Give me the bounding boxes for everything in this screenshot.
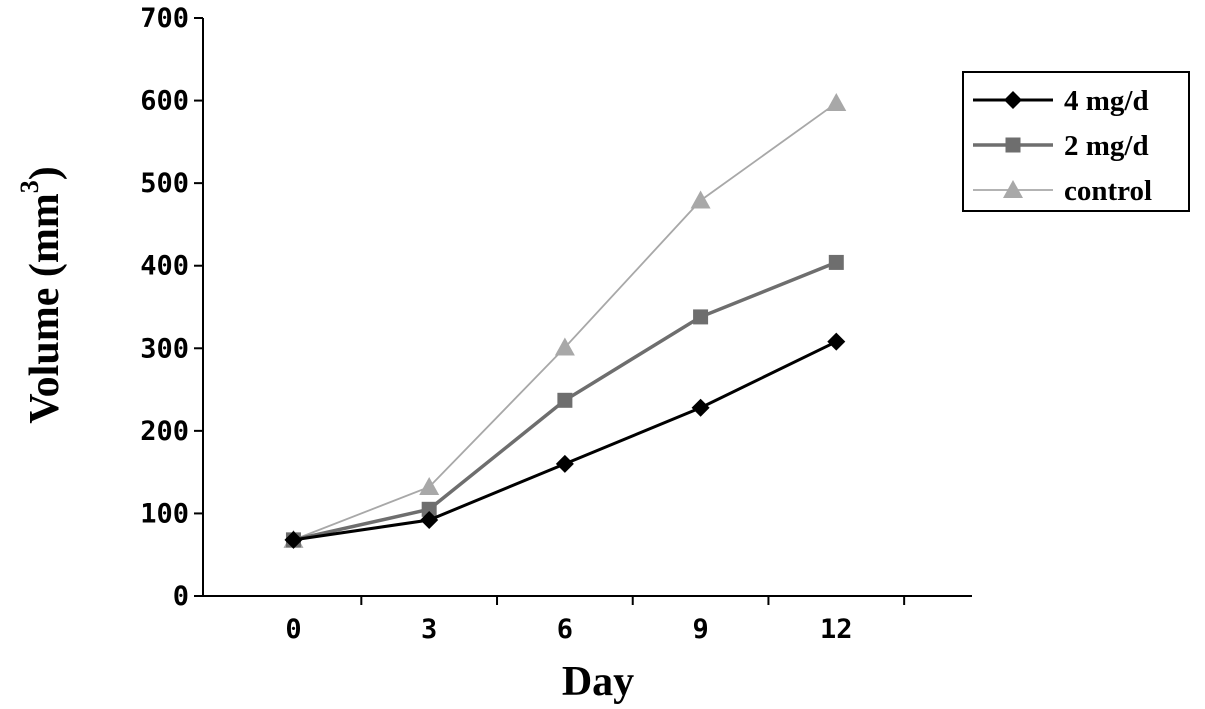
x-tick-label: 9 (692, 614, 708, 645)
x-tick-label: 6 (557, 614, 573, 645)
data-point (421, 501, 437, 517)
legend-label: 4 mg/d (1064, 85, 1149, 117)
data-point (828, 254, 844, 270)
legend-item: 4 mg/d (973, 85, 1149, 117)
legend-marker (1003, 180, 1023, 198)
y-tick-label: 200 (140, 416, 189, 447)
legend-item: 2 mg/d (973, 130, 1149, 162)
legend: 4 mg/d 2 mg/d control (962, 71, 1190, 212)
y-axis-title: Volume (mm3) (15, 166, 68, 424)
series-control (283, 93, 847, 548)
series-layer (283, 93, 847, 549)
y-tick-label: 0 (173, 581, 189, 612)
x-axis-title: Day (562, 659, 634, 705)
data-point (690, 190, 711, 209)
y-tick-label: 100 (140, 498, 189, 529)
data-point (693, 309, 709, 325)
series-line (293, 102, 837, 541)
data-point (557, 392, 573, 408)
data-point (420, 511, 439, 530)
y-tick-label: 500 (140, 168, 189, 199)
data-point (554, 337, 575, 356)
data-point (826, 93, 847, 112)
data-point (691, 398, 710, 417)
y-tick-label: 400 (140, 251, 189, 282)
axes: 0 100 200 300 400 500 600 700 0 3 6 9 12 (140, 3, 972, 645)
legend-label: 2 mg/d (1064, 130, 1149, 162)
series-2-mg-d (285, 254, 844, 548)
legend-marker (1005, 137, 1021, 153)
series-4-mg-d (284, 332, 846, 549)
data-point (555, 454, 574, 473)
data-point (284, 530, 303, 549)
y-tick-label: 300 (140, 333, 189, 364)
data-point (827, 332, 846, 351)
x-tick-label: 12 (820, 614, 853, 645)
y-tick-label: 600 (140, 86, 189, 117)
x-tick-label: 3 (421, 614, 437, 645)
x-axis-ticks: 0 3 6 9 12 (285, 596, 906, 645)
legend-marker (1004, 91, 1022, 109)
legend-box (962, 71, 1190, 212)
legend-items: 4 mg/d 2 mg/d control (973, 85, 1152, 207)
data-point (419, 477, 440, 496)
y-tick-label: 700 (140, 3, 189, 34)
legend-item: control (973, 175, 1152, 207)
y-axis-ticks: 0 100 200 300 400 500 600 700 (140, 3, 203, 612)
legend-label: control (1064, 175, 1152, 207)
x-tick-label: 0 (285, 614, 301, 645)
series-line (293, 340, 837, 542)
